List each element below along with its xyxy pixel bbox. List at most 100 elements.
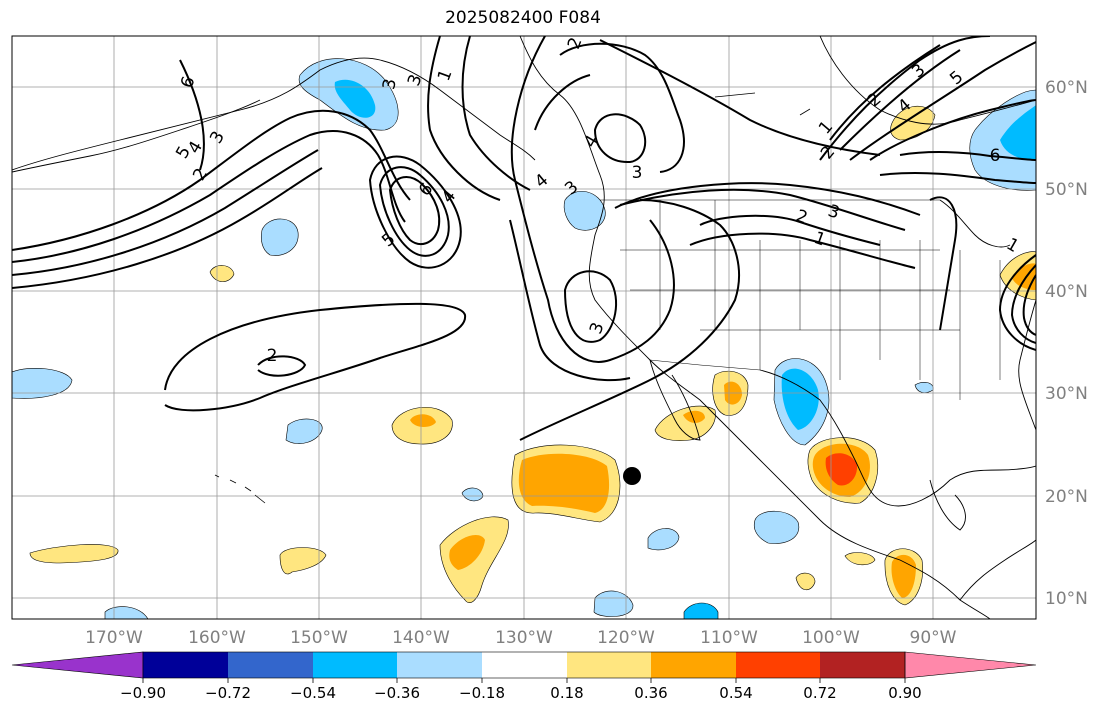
lon-label: 160°W	[188, 628, 246, 648]
forecast-point-marker	[623, 467, 641, 485]
height-contour	[849, 41, 1036, 161]
height-contour	[869, 99, 1036, 161]
anomaly-patch	[647, 528, 680, 551]
colorbar-label: −0.36	[374, 684, 420, 702]
colorbar-cell	[228, 652, 313, 678]
anomaly-patch	[279, 547, 327, 575]
height-contour	[510, 36, 675, 363]
lat-label: 10°N	[1045, 589, 1088, 609]
colorbar-cell	[11, 651, 144, 679]
anomaly-patch	[260, 218, 299, 256]
anomaly-patch	[285, 418, 323, 444]
anomaly-patch	[654, 405, 716, 441]
colorbar-cell	[567, 652, 651, 678]
height-contours	[12, 36, 1036, 441]
lon-label: 150°W	[290, 628, 348, 648]
contour-label: 6	[990, 146, 1001, 166]
height-contour	[819, 36, 991, 161]
height-contour	[12, 109, 411, 251]
coastline-hudson	[819, 36, 1036, 125]
colorbar-label: −0.18	[459, 684, 505, 702]
contour-label: 3	[379, 77, 401, 91]
contour-label: 3	[586, 320, 608, 337]
colorbar-cell	[313, 652, 397, 678]
height-contour	[563, 270, 618, 343]
lon-label: 120°W	[597, 628, 655, 648]
island	[714, 92, 756, 98]
colorbar-label: 0.72	[803, 684, 836, 702]
lon-label: 140°W	[392, 628, 450, 648]
height-contour	[689, 232, 916, 269]
contour-label: 3	[825, 201, 842, 223]
height-contour	[1010, 264, 1036, 344]
height-contour	[388, 176, 441, 246]
anomaly-patch	[449, 535, 485, 570]
contour-label: 5	[946, 67, 967, 89]
anomaly-patch	[209, 265, 235, 282]
anomaly-patch	[12, 367, 73, 399]
height-contour	[378, 166, 450, 257]
height-contour	[179, 59, 205, 171]
colorbar-label: 0.18	[550, 684, 583, 702]
colorbar-label: 0.90	[888, 684, 921, 702]
positive-anomaly-shading	[29, 105, 1036, 606]
height-contour	[599, 39, 881, 156]
map-frame	[11, 35, 1037, 620]
coastline-great-lakes	[939, 199, 1011, 248]
height-contour	[829, 44, 941, 141]
contour-label: 6	[415, 179, 437, 200]
colorbar-cell	[736, 652, 820, 678]
anomaly-patch	[683, 602, 719, 619]
anomaly-patch	[1012, 263, 1036, 290]
hawaii-islands	[214, 474, 266, 504]
contour-label: 1	[811, 228, 828, 250]
contour-label: 1	[1003, 234, 1022, 257]
anomaly-patch	[593, 590, 634, 617]
anomaly-patch	[29, 544, 119, 564]
anomaly-patch	[461, 487, 484, 502]
coastline-central-america	[959, 539, 1036, 601]
height-contour	[699, 214, 881, 246]
lat-label: 20°N	[1045, 487, 1088, 507]
height-contour	[899, 151, 1036, 161]
height-contour	[519, 199, 741, 441]
height-contour	[614, 182, 921, 216]
colorbar: −0.90 −0.72 −0.54 −0.36 −0.18 0.18 0.36 …	[11, 651, 1037, 702]
anomaly-patch	[518, 453, 610, 513]
coastlines	[12, 36, 1036, 619]
lon-label: 170°W	[85, 628, 143, 648]
height-contour	[619, 188, 906, 231]
height-contour	[12, 149, 319, 276]
lat-label: 40°N	[1045, 282, 1088, 302]
colorbar-label: −0.90	[120, 684, 166, 702]
coastline-alaska	[12, 57, 536, 171]
islands	[214, 92, 811, 504]
height-contour	[559, 42, 685, 173]
height-contour	[929, 196, 958, 331]
coastline-baja	[649, 359, 701, 441]
colorbar-label: −0.72	[205, 684, 251, 702]
contour-label: 2	[267, 346, 278, 366]
anomaly-patch	[825, 453, 858, 486]
colorbar-cell	[397, 652, 482, 678]
height-contour	[257, 355, 307, 377]
contour-label: 3	[206, 128, 229, 147]
coastline-east	[1018, 299, 1036, 431]
contour-label: 3	[908, 60, 929, 82]
anomaly-patch	[753, 510, 800, 544]
anomaly-patch	[891, 554, 916, 598]
anomaly-patch	[781, 368, 819, 430]
anomaly-patch	[683, 410, 705, 423]
coastline-north-america	[519, 36, 991, 619]
coastline-yucatan	[929, 479, 966, 531]
anomaly-patch	[914, 381, 934, 394]
height-contour	[427, 36, 501, 201]
colorbar-cell	[820, 652, 905, 678]
anomaly-patch	[1000, 105, 1036, 160]
contour-label: 3	[632, 163, 643, 183]
colorbar-cell	[143, 652, 228, 678]
height-contour	[998, 254, 1036, 351]
lat-label: 30°N	[1045, 384, 1088, 404]
anomaly-patch	[844, 552, 876, 566]
